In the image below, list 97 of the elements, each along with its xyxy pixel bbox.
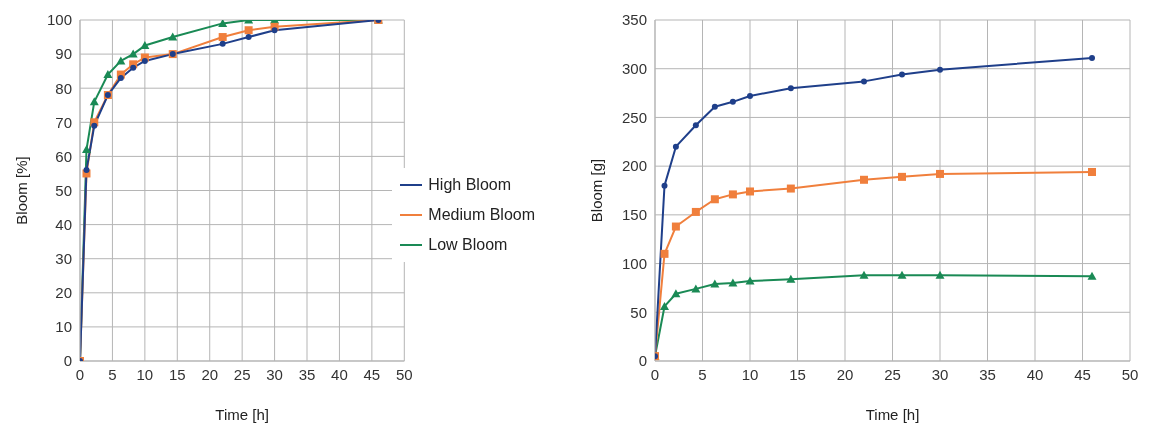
y-tick-label: 250 — [621, 108, 647, 126]
point — [103, 70, 113, 79]
point — [936, 169, 944, 178]
point — [1087, 271, 1097, 280]
point — [898, 172, 906, 181]
x-tick-label: 30 — [931, 365, 949, 383]
y-tick-label: 90 — [55, 45, 72, 63]
point — [899, 71, 905, 78]
x-tick-label: 35 — [298, 365, 316, 383]
x-tick-label: 30 — [266, 365, 283, 383]
x-tick-label: 0 — [75, 365, 85, 383]
point — [219, 40, 226, 47]
point — [710, 195, 719, 204]
y-tick-label: 0 — [638, 352, 647, 370]
point — [897, 270, 907, 279]
point — [786, 274, 796, 283]
x-tick-label: 50 — [1121, 365, 1139, 383]
x-tick-label: 45 — [363, 365, 381, 383]
point — [128, 49, 138, 58]
point — [1089, 55, 1095, 61]
point — [671, 222, 680, 231]
point — [786, 184, 795, 193]
point — [218, 20, 228, 27]
x-tick-label: 10 — [136, 365, 154, 383]
point — [747, 92, 753, 99]
point — [935, 270, 945, 279]
point — [859, 270, 869, 279]
x-tick-label: 50 — [395, 365, 413, 383]
y-tick-label: 0 — [63, 352, 72, 370]
point — [271, 27, 278, 34]
y-tick-label: 150 — [621, 206, 647, 224]
point — [692, 122, 699, 129]
y-tick-label: 200 — [621, 157, 647, 175]
x-tick-label: 25 — [884, 365, 901, 383]
y-tick-label: 80 — [55, 79, 72, 97]
x-tick-label: 10 — [741, 365, 759, 383]
point — [83, 167, 90, 174]
y-tick-label: 350 — [621, 11, 647, 29]
point — [710, 279, 720, 288]
x-tick-label: 0 — [650, 365, 660, 383]
x-axis-title: Time [h] — [865, 406, 920, 423]
y-tick-label: 300 — [621, 60, 647, 78]
y-tick-label: 20 — [55, 284, 72, 302]
x-tick-label: 35 — [979, 365, 996, 383]
point — [746, 187, 754, 196]
x-tick-label: 5 — [698, 365, 707, 383]
point — [244, 26, 253, 35]
y-tick-label: 40 — [55, 215, 72, 233]
point — [81, 145, 91, 154]
point — [861, 78, 867, 85]
point — [168, 32, 178, 41]
point — [245, 34, 252, 41]
point — [1088, 167, 1096, 176]
x-tick-label: 15 — [168, 365, 186, 383]
point — [672, 143, 679, 150]
point — [130, 64, 137, 71]
y-tick-label: 70 — [55, 113, 72, 131]
x-tick-label: 25 — [233, 365, 251, 383]
y-tick-label: 10 — [55, 318, 72, 336]
point — [728, 190, 737, 199]
y-tick-label: 30 — [55, 250, 72, 268]
x-tick-label: 40 — [331, 365, 348, 383]
legend-label: Low Bloom — [428, 235, 508, 255]
legend-label: High Bloom — [428, 175, 511, 195]
legend-label: Medium Bloom — [428, 205, 535, 225]
point — [728, 278, 738, 287]
point — [218, 33, 227, 42]
x-tick-label: 15 — [789, 365, 806, 383]
y-tick-label: 100 — [46, 11, 72, 29]
x-tick-label: 45 — [1074, 365, 1091, 383]
point — [860, 175, 868, 184]
point — [89, 97, 99, 106]
point — [787, 85, 794, 92]
y-tick-label: 100 — [621, 254, 647, 272]
x-axis-title: Time [h] — [215, 406, 269, 423]
y-tick-label: 60 — [55, 147, 72, 165]
y-tick-label: 50 — [630, 303, 647, 321]
point — [140, 41, 150, 50]
point — [729, 98, 736, 105]
point — [745, 276, 755, 285]
x-tick-label: 20 — [201, 365, 219, 383]
point — [91, 122, 98, 129]
point — [660, 249, 669, 258]
point — [660, 301, 669, 310]
point — [711, 103, 718, 110]
point — [691, 207, 700, 216]
point — [937, 66, 943, 73]
y-axis-title: Bloom [%] — [13, 156, 31, 225]
y-axis-title: Bloom [g] — [588, 158, 606, 223]
point — [117, 74, 124, 81]
point — [671, 289, 681, 298]
x-tick-label: 20 — [836, 365, 854, 383]
y-tick-label: 50 — [55, 181, 72, 199]
x-tick-label: 40 — [1026, 365, 1044, 383]
x-tick-label: 5 — [108, 365, 117, 383]
point — [141, 57, 148, 64]
point — [661, 182, 668, 189]
